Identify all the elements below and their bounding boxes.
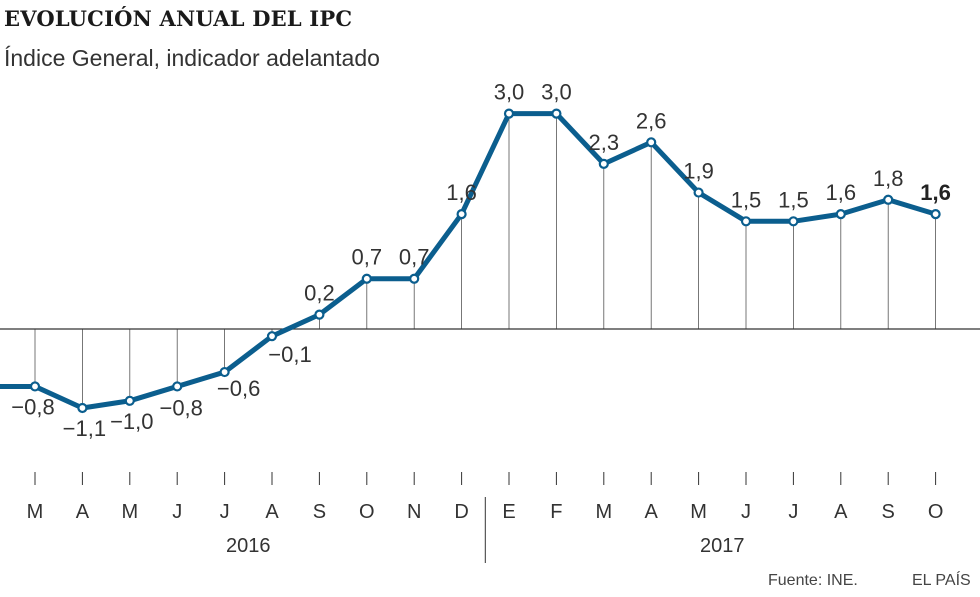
x-tick-label: M bbox=[595, 501, 612, 523]
data-point bbox=[930, 209, 941, 220]
x-tick-label: M bbox=[27, 501, 44, 523]
series-line bbox=[0, 111, 939, 411]
data-point bbox=[835, 209, 846, 220]
year-label: 2016 bbox=[226, 535, 271, 557]
value-label: 1,8 bbox=[873, 166, 904, 191]
value-label: 0,2 bbox=[304, 281, 335, 306]
value-label: 3,0 bbox=[541, 80, 572, 105]
x-tick-label: J bbox=[172, 501, 182, 523]
x-tick-label: J bbox=[741, 501, 751, 523]
data-point bbox=[219, 366, 230, 378]
data-point bbox=[29, 381, 41, 392]
value-label: 2,3 bbox=[589, 130, 620, 155]
value-label: −0,1 bbox=[268, 342, 311, 367]
year-label: 2017 bbox=[700, 535, 745, 557]
x-tick-label: A bbox=[265, 501, 279, 523]
value-label: 0,7 bbox=[352, 245, 383, 270]
data-point bbox=[124, 395, 135, 406]
x-axis-year-labels: 2016 2017 bbox=[226, 497, 745, 563]
chart-title: EVOLUCIÓN ANUAL DEL IPC bbox=[4, 6, 353, 31]
data-point bbox=[693, 187, 704, 198]
data-point bbox=[266, 331, 278, 342]
x-tick-label: N bbox=[407, 501, 421, 523]
x-tick-label: A bbox=[645, 501, 659, 523]
x-tick-label: O bbox=[359, 501, 375, 523]
value-labels: −0,8−1,1 −1,0−0,8−0,6−0,10,20,7 0,71,63,0 3… bbox=[11, 80, 951, 441]
value-label: 0,7 bbox=[399, 245, 430, 270]
value-label: 3,0 bbox=[494, 80, 525, 105]
data-point bbox=[503, 108, 515, 119]
data-point bbox=[409, 273, 420, 284]
value-label: 1,5 bbox=[778, 187, 809, 212]
x-tick-label: A bbox=[834, 501, 848, 523]
value-label: −0,8 bbox=[11, 394, 54, 419]
x-tick-label: F bbox=[550, 501, 562, 523]
x-tick-label: A bbox=[76, 501, 90, 523]
x-tick-label: M bbox=[121, 501, 138, 523]
data-point bbox=[456, 209, 467, 220]
data-points bbox=[29, 108, 941, 414]
data-point bbox=[314, 309, 325, 320]
x-tick-label: D bbox=[454, 501, 468, 523]
chart-subtitle: Índice General, indicador adelantado bbox=[4, 45, 380, 71]
x-tick-label: O bbox=[928, 501, 944, 523]
value-label: −0,6 bbox=[217, 376, 260, 401]
source-note: Fuente: INE. bbox=[768, 572, 858, 589]
x-tick-label: J bbox=[788, 501, 798, 523]
x-tick-label: S bbox=[882, 501, 895, 523]
x-tick-label: J bbox=[220, 501, 230, 523]
data-point bbox=[77, 402, 88, 414]
data-point bbox=[361, 273, 372, 284]
x-tick-label: E bbox=[502, 501, 515, 523]
data-point bbox=[172, 381, 183, 392]
data-point bbox=[646, 137, 657, 148]
value-label: −0,8 bbox=[159, 395, 202, 420]
value-label: −1,0 bbox=[110, 409, 153, 434]
value-label: 1,6 bbox=[446, 180, 477, 205]
value-label: 2,6 bbox=[636, 108, 667, 133]
x-tick-label: S bbox=[313, 501, 326, 523]
data-point bbox=[788, 216, 799, 227]
data-point bbox=[883, 194, 894, 205]
brand-logo-text: EL PAÍS bbox=[912, 572, 971, 589]
value-label: 1,6 bbox=[826, 180, 857, 205]
data-point bbox=[598, 158, 609, 169]
data-point bbox=[740, 216, 752, 227]
data-point bbox=[551, 108, 562, 119]
value-label: −1,1 bbox=[63, 416, 106, 441]
value-label: 1,5 bbox=[731, 187, 762, 212]
x-tick-label: M bbox=[690, 501, 707, 523]
x-axis-ticks bbox=[34, 472, 937, 485]
value-label: 1,6 bbox=[920, 180, 951, 205]
value-label: 1,9 bbox=[683, 159, 714, 184]
drop-lines bbox=[34, 113, 936, 408]
